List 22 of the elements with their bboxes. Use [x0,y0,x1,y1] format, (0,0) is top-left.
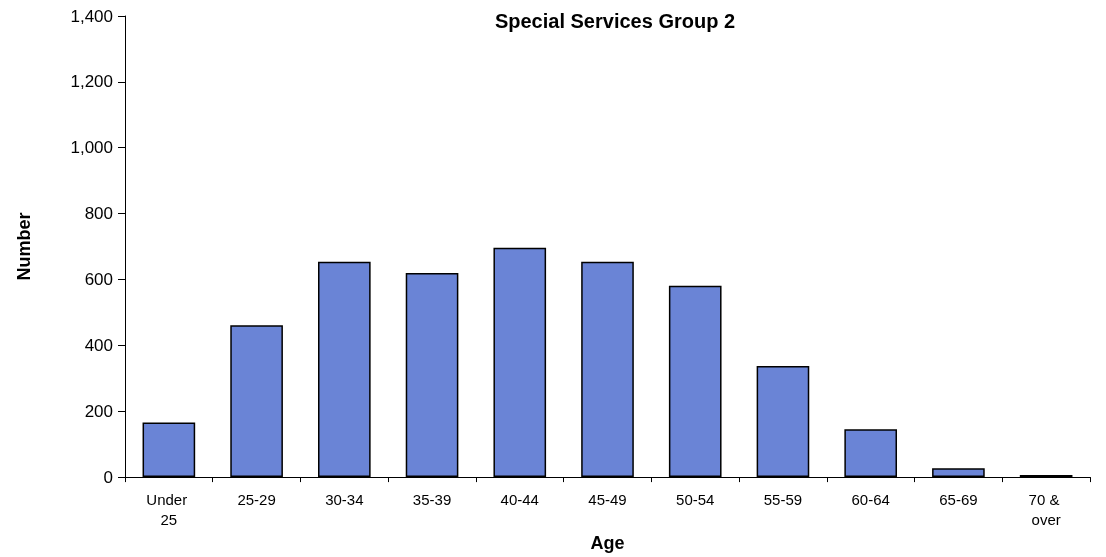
x-axis-title: Age [590,533,625,553]
y-tick-label: 400 [84,335,113,355]
x-tick-label: 60-64 [851,490,890,508]
x-tick-label: 40-44 [500,490,539,508]
x-tick-label: 35-39 [412,490,452,508]
y-axis-title: Number [14,212,34,281]
x-tick-label: 25-29 [237,490,276,508]
x-tick-label: 45-49 [588,490,627,508]
y-tick-label: 1,400 [70,6,113,26]
chart-title: Special Services Group 2 [494,10,736,32]
y-tick-label: 200 [84,401,113,421]
y-tick-label: 800 [84,204,113,224]
x-tick-label: 65-69 [939,490,978,508]
x-tick-label: Under 25 [146,490,192,528]
x-tick-label: 70 & over [1028,490,1064,528]
y-tick-label: 0 [103,467,113,487]
x-tick-label: 55-59 [763,490,803,508]
x-tick-label: 50-54 [676,490,715,508]
y-tick-label: 1,000 [70,138,113,158]
y-tick-label: 1,200 [70,72,113,92]
y-tick-label: 600 [84,269,113,289]
x-tick-label: 30-34 [325,490,364,508]
